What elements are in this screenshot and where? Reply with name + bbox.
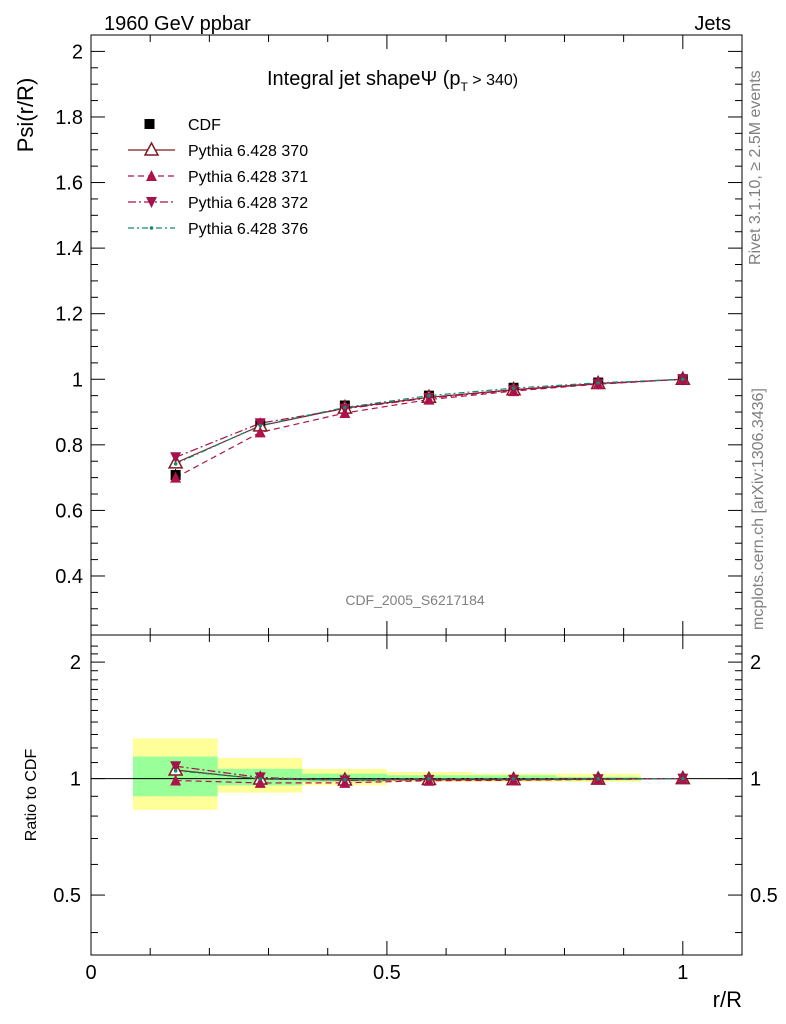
chart-title-subscript: T [461, 80, 469, 94]
y-tick-label: 1.2 [55, 304, 83, 326]
series-point-3 [511, 386, 516, 390]
legend-label-0: Pythia 6.428 370 [188, 143, 308, 160]
x-tick-label: 0.5 [373, 962, 401, 984]
y-tick-label: 0.8 [55, 435, 83, 457]
y-axis-label: Psi(r/R) [13, 78, 38, 153]
ratio-series-layer [167, 761, 691, 788]
legend-label-1: Pythia 6.428 371 [188, 169, 308, 186]
legend-marker-2 [146, 197, 157, 208]
x-tick-label: 0 [85, 962, 96, 984]
ratio-point-2 [170, 761, 182, 773]
ratio-point-3 [173, 768, 178, 773]
legend-label-3: Pythia 6.428 376 [188, 221, 308, 238]
ratio-point-1 [170, 774, 182, 786]
header-left: 1960 GeV ppbar [104, 13, 251, 35]
ratio-y-ticks: 0.5 0.5 1 1 2 2 [53, 645, 778, 934]
ratio-point-3 [511, 776, 516, 781]
ratio-x-ticks: 0 0.5 1 [85, 635, 743, 984]
main-panel: 0.4 0.6 0.8 1 1.2 1.4 1.6 1.8 2 Psi(r/R) CDF_200… [13, 34, 743, 636]
series-point-3 [343, 405, 347, 410]
series-point-2 [423, 392, 435, 404]
y-tick-label: 1 [72, 369, 83, 391]
series-point-2 [508, 385, 520, 397]
legend-label-data: CDF [188, 117, 221, 134]
legend-marker-1 [146, 170, 157, 181]
legend-label-2: Pythia 6.428 372 [188, 195, 308, 212]
ratio-y-tick-label-right: 2 [750, 652, 761, 674]
ratio-point-3 [427, 776, 431, 781]
ratio-y-tick-label: 0.5 [53, 885, 81, 907]
legend-marker-data [144, 119, 155, 129]
ratio-frame [90, 634, 743, 956]
chart-title-tail: > 340) [468, 72, 518, 89]
chart-title: Integral jet shapeΨ (pT > 340) [267, 68, 518, 94]
y-tick-label: 1.6 [55, 173, 83, 195]
series-point-3 [681, 377, 685, 382]
chart-title-main: Integral jet shapeΨ (p [267, 68, 461, 90]
ratio-point-3 [596, 776, 600, 781]
ratio-y-tick-label: 2 [70, 652, 81, 674]
series-point-1 [170, 471, 182, 483]
ratio-y-tick-label-right: 1 [750, 769, 761, 791]
series-point-1 [254, 426, 266, 438]
mcplots-label: mcplots.cern.ch [arXiv:1306.3436] [750, 388, 767, 630]
ratio-point-3 [343, 777, 347, 782]
header-right: Jets [694, 13, 731, 35]
series-point-2 [339, 403, 351, 415]
series-point-2 [170, 452, 182, 464]
analysis-watermark: CDF_2005_S6217184 [345, 592, 485, 608]
ratio-uncertainty-bands [91, 738, 742, 810]
ratio-point-3 [681, 776, 685, 781]
series-point-3 [596, 381, 600, 385]
series-point-3 [427, 393, 431, 398]
legend-marker-0 [143, 141, 160, 156]
y-tick-label: 0.6 [55, 500, 83, 522]
ratio-point-3 [258, 776, 263, 781]
ratio-panel: 0.5 0.51 12 2 0 0.5 1 Ratio to CDF r/R [23, 634, 778, 1012]
series-point-3 [258, 423, 263, 428]
series-point-3 [173, 462, 178, 466]
y-tick-label: 0.4 [55, 566, 83, 588]
ratio-y-tick-label-right: 0.5 [750, 885, 778, 907]
x-axis-label: r/R [713, 987, 742, 1012]
main-y-ticks: 0.4 0.6 0.8 1 1.2 1.4 1.6 1.8 2 [55, 41, 742, 626]
rivet-version-label: Rivet 3.1.10, ≥ 2.5M events [747, 70, 764, 265]
main-x-ticks [90, 35, 743, 635]
y-tick-label: 1.8 [55, 107, 83, 129]
y-tick-label: 2 [72, 41, 83, 63]
legend: CDF Pythia 6.428 370 Pythia 6.428 371 Pythi… [128, 117, 308, 238]
x-tick-label: 1 [677, 962, 688, 984]
main-series-layer [167, 370, 691, 483]
y-tick-label: 1.4 [55, 238, 83, 260]
legend-marker-3 [149, 226, 154, 230]
ratio-axis-label: Ratio to CDF [23, 749, 40, 842]
ratio-y-tick-label: 1 [70, 769, 81, 791]
